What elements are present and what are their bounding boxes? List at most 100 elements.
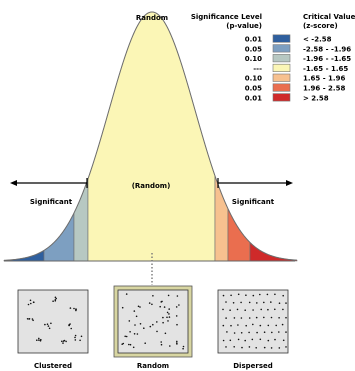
legend-zscore: -1.65 - 1.65 (303, 65, 348, 73)
pattern-point (162, 316, 164, 319)
pattern-point (133, 333, 136, 335)
pattern-point (266, 293, 269, 296)
panel-box (217, 289, 289, 354)
legend-swatch (272, 44, 291, 53)
pattern-point (240, 301, 242, 304)
panel-box (17, 289, 89, 354)
pattern-point (270, 347, 273, 349)
region-left-010 (73, 178, 89, 262)
pattern-point (30, 302, 32, 305)
pattern-point (225, 301, 227, 303)
pattern-point (74, 339, 77, 341)
pattern-point (143, 327, 145, 330)
pattern-point (166, 316, 168, 319)
pattern-point (75, 308, 77, 310)
pattern-point (125, 293, 128, 295)
pattern-point (69, 307, 72, 309)
pattern-point (229, 339, 232, 342)
pattern-point (252, 294, 255, 297)
pattern-point (29, 299, 32, 302)
pattern-point (233, 317, 236, 319)
pattern-point (275, 324, 278, 327)
pattern-point (122, 342, 125, 345)
region-center (87, 11, 216, 262)
pattern-point (139, 306, 141, 308)
legend-pvalue: 0.01 (245, 94, 262, 102)
pattern-point (230, 294, 232, 297)
pattern-point (285, 346, 287, 348)
pattern-point (47, 325, 50, 327)
pattern-point (178, 304, 180, 306)
pattern-point (237, 324, 239, 326)
pattern-point (168, 316, 171, 318)
pattern-point (135, 315, 138, 318)
legend-rows: 0.01 < -2.58 0.05 -2.58 - -1.96 0.10 -1.96 - … (245, 34, 351, 102)
pattern-point (28, 318, 31, 320)
pattern-point (162, 321, 164, 324)
pattern-point (148, 302, 151, 304)
pattern-point (251, 338, 254, 341)
pattern-point (54, 299, 57, 301)
pattern-point (164, 332, 167, 335)
pattern-point (245, 294, 247, 297)
pattern-point (38, 337, 40, 340)
legend-pvalue-header: Significance Level (191, 13, 262, 21)
pattern-point (282, 294, 285, 297)
pattern-point (259, 324, 262, 327)
legend-swatch (272, 34, 291, 43)
pattern-point (285, 302, 287, 304)
pattern-point (232, 302, 235, 304)
legend-zscore-subheader: (z-score) (303, 22, 338, 30)
legend-pvalue: 0.01 (245, 36, 262, 44)
pattern-point (166, 311, 169, 314)
pattern-point (144, 342, 146, 345)
panel-dispersed: Dispersed (217, 289, 289, 370)
pattern-point (167, 320, 169, 322)
legend-swatch (272, 83, 291, 92)
pattern-point (27, 303, 30, 306)
pattern-point (33, 301, 35, 304)
pattern-point (222, 294, 225, 297)
legend: Significance Level (p-value) Critical Va… (191, 13, 355, 102)
pattern-point (163, 306, 166, 308)
pattern-point (133, 310, 136, 312)
pattern-point (259, 338, 262, 341)
legend-pvalue-subheader: (p-value) (226, 22, 262, 30)
pattern-point (222, 308, 224, 311)
pattern-point (225, 317, 227, 319)
legend-pvalue: 0.10 (245, 55, 262, 63)
legend-zscore: -1.96 - -1.65 (303, 55, 351, 63)
legend-zscore: -2.58 - -1.96 (303, 45, 351, 53)
pattern-point (230, 324, 232, 327)
pattern-point (68, 324, 70, 327)
legend-swatch (272, 93, 291, 102)
pattern-point (226, 331, 228, 333)
pattern-point (255, 347, 257, 349)
pattern-point (256, 331, 258, 334)
pattern-point (129, 331, 131, 333)
pattern-point (74, 334, 77, 337)
pattern-point (80, 335, 83, 338)
pattern-point (270, 316, 273, 319)
pattern-point (32, 319, 34, 322)
pattern-point (236, 308, 239, 311)
pattern-point (124, 335, 126, 338)
legend-zscore: 1.96 - 2.58 (303, 85, 345, 93)
pattern-point (74, 336, 76, 339)
pattern-point (48, 327, 51, 330)
pattern-point (252, 323, 254, 326)
pattern-point (38, 339, 40, 341)
right-significant-label: Significant (232, 198, 275, 206)
pattern-point (244, 339, 246, 342)
pattern-point (175, 315, 178, 317)
pattern-point (260, 308, 263, 311)
pattern-point (263, 316, 265, 319)
pattern-point (176, 340, 178, 343)
curve-center-label: (Random) (132, 182, 171, 190)
pattern-point (240, 332, 243, 334)
pattern-point (255, 316, 258, 319)
pattern-point (274, 308, 276, 311)
pattern-point (244, 309, 246, 312)
pattern-point (65, 340, 67, 343)
pattern-panels: Clustered Random Dispersed (17, 285, 289, 370)
